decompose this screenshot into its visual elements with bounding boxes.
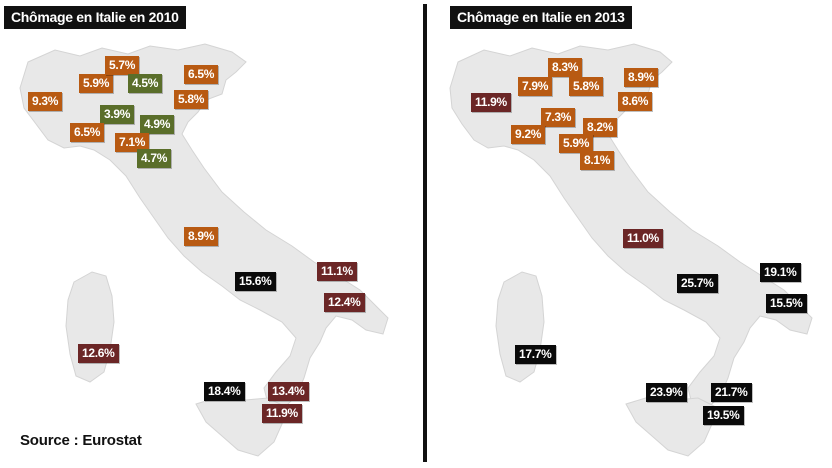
- region-label: 7.1%: [115, 133, 150, 152]
- region-label: 11.0%: [623, 229, 663, 248]
- region-label: 8.9%: [624, 68, 659, 87]
- region-label: 8.9%: [184, 227, 219, 246]
- region-label: 8.1%: [580, 151, 615, 170]
- map-panel-2010: Chômage en Italie en 2010 9.3% 5.9% 5.7%…: [4, 6, 389, 457]
- region-label: 8.2%: [583, 118, 618, 137]
- region-label: 9.2%: [511, 125, 546, 144]
- region-label: 5.9%: [79, 74, 114, 93]
- region-label: 11.9%: [262, 404, 302, 423]
- region-label: 3.9%: [100, 105, 135, 124]
- region-label: 4.7%: [137, 149, 172, 168]
- region-label: 23.9%: [646, 383, 687, 402]
- region-label: 8.6%: [618, 92, 653, 111]
- region-label: 21.7%: [711, 383, 752, 402]
- region-label: 5.9%: [559, 134, 594, 153]
- source-note: Source : Eurostat: [20, 432, 142, 449]
- region-label: 6.5%: [184, 65, 219, 84]
- region-label: 11.1%: [317, 262, 357, 281]
- region-label: 15.6%: [235, 272, 276, 291]
- region-label: 8.3%: [548, 58, 583, 77]
- region-label: 11.9%: [471, 93, 511, 112]
- region-label: 5.8%: [174, 90, 209, 109]
- region-label: 7.9%: [518, 77, 553, 96]
- sicily: [625, 395, 715, 457]
- region-label: 7.3%: [541, 108, 576, 127]
- region-label: 25.7%: [677, 274, 718, 293]
- map-title: Chômage en Italie en 2010: [4, 6, 186, 29]
- region-label: 19.5%: [703, 406, 744, 425]
- region-label: 6.5%: [70, 123, 105, 142]
- region-label: 12.4%: [324, 293, 365, 312]
- region-label: 4.5%: [128, 74, 163, 93]
- panel-divider: [423, 4, 427, 462]
- region-label: 17.7%: [515, 345, 556, 364]
- region-label: 5.8%: [569, 77, 604, 96]
- region-label: 12.6%: [78, 344, 119, 363]
- region-label: 4.9%: [140, 115, 175, 134]
- region-label: 5.7%: [105, 56, 140, 75]
- region-label: 13.4%: [268, 382, 309, 401]
- region-label: 15.5%: [766, 294, 807, 313]
- region-label: 19.1%: [760, 263, 801, 282]
- mainland: [19, 43, 389, 409]
- region-label: 18.4%: [204, 382, 245, 401]
- map-title: Chômage en Italie en 2013: [450, 6, 632, 29]
- region-label: 9.3%: [28, 92, 63, 111]
- map-panel-2013: Chômage en Italie en 2013 11.9% 8.3% 7.9…: [428, 0, 832, 468]
- sardinia: [495, 271, 545, 383]
- sardinia: [65, 271, 115, 383]
